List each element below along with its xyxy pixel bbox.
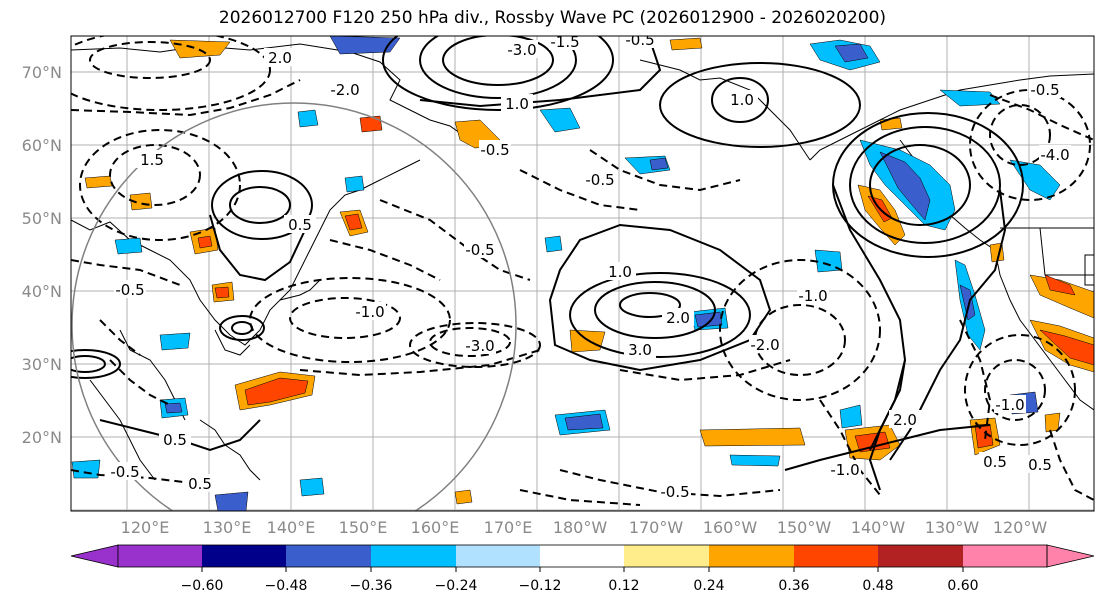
lon-label: 160°E [411,518,460,537]
contour-label: -2.0 [750,336,779,354]
lon-label: 170°W [629,518,684,537]
colorbar-tick-label: −0.24 [435,578,478,594]
contour-label: 2.0 [893,411,917,429]
lat-label: 70°N [22,63,62,82]
contour-label: -1.0 [995,396,1024,414]
colorbar-tick-label: −0.36 [350,578,393,594]
lon-label: 120°W [993,518,1048,537]
contour-label: 0.5 [983,453,1007,471]
contour-label: 0.5 [1028,456,1052,474]
lon-label: 180°W [553,518,608,537]
lon-label: 120°E [121,518,170,537]
map-area [71,36,1094,511]
contour-label: -0.5 [480,141,509,159]
contour-label: -0.5 [110,463,139,481]
lon-label: 130°W [925,518,980,537]
contour-label: 0.5 [163,431,187,449]
lon-label: 160°W [703,518,758,537]
contour-label: -0.5 [585,171,614,189]
colorbar-tick-label: −0.48 [265,578,308,594]
lon-label: 130°E [203,518,252,537]
colorbar-swatch [878,545,963,567]
contour-label: 2.0 [268,49,292,67]
colorbar-swatch [709,545,794,567]
contour-label: 3.0 [628,341,652,359]
contour-label: 0.5 [188,475,212,493]
contour-label: -4.0 [1040,146,1069,164]
lon-label: 150°W [777,518,832,537]
colorbar-swatch [624,545,709,567]
lat-label: 50°N [22,209,62,228]
contour-label: 0.5 [288,216,312,234]
contour-label: -0.5 [1030,81,1059,99]
lat-label: 20°N [22,428,62,447]
contour-label: -0.5 [465,241,494,259]
lat-label: 60°N [22,136,62,155]
colorbar-swatch [456,545,540,567]
map-border [70,35,1095,512]
colorbar-swatch [286,545,371,567]
coastlines [71,43,1094,481]
lat-label: 30°N [22,355,62,374]
colorbar: −0.60 −0.48 −0.36 −0.24 −0.12 0.12 0.24 … [70,544,1095,594]
colorbar-swatch [1046,544,1095,568]
contour-label: -3.0 [507,41,536,59]
colorbar-tick-label: −0.60 [181,578,224,594]
contour-label: 2.0 [666,309,690,327]
colorbar-tick-label: 0.12 [608,578,639,594]
contour-label: 1.0 [608,263,632,281]
colorbar-tick-label: 0.24 [693,578,724,594]
colorbar-tick-label: 0.36 [778,578,809,594]
colorbar-swatch [963,545,1047,567]
contour-label: 1.0 [730,91,754,109]
contour-label: 1.0 [505,95,529,113]
contour-label-group: -3.0 -1.5 -0.5 1.0 2.0 -2.0 1.5 -0.5 0.5… [109,31,1071,501]
region-circle [71,102,517,511]
negative-contours [71,36,1094,506]
lat-label: 40°N [22,282,62,301]
colorbar-tick-label: −0.12 [519,578,562,594]
colorbar-swatch [371,545,456,567]
contour-label: 1.5 [140,151,164,169]
contour-label: -1.0 [830,461,859,479]
contour-label: -2.0 [330,81,359,99]
colorbar-swatch [70,544,119,568]
contour-label: -1.0 [355,303,384,321]
map-title: 2026012700 F120 250 hPa div., Rossby Wav… [218,8,887,28]
latitude-labels: 70°N 60°N 50°N 40°N 30°N 20°N [22,63,62,447]
colorbar-tick-label: 0.60 [947,578,978,594]
colorbar-swatch [118,545,202,567]
positive-contours [71,36,1024,491]
contour-label: -3.0 [465,337,494,355]
colorbar-swatch [794,545,878,567]
colorbar-swatch [540,545,624,567]
contour-label: -1.5 [550,33,579,51]
contour-label: -0.5 [625,31,654,49]
contour-label: -0.5 [115,281,144,299]
colorbar-swatch [202,545,286,567]
lon-label: 140°W [851,518,906,537]
colorbar-tick-label: 0.48 [862,578,893,594]
longitude-labels: 120°E 130°E 140°E 150°E 160°E 170°E 180°… [121,518,1048,537]
contour-label: -1.0 [798,287,827,305]
lon-label: 170°E [484,518,533,537]
contour-label: -0.5 [660,483,689,501]
lon-label: 150°E [339,518,388,537]
lon-label: 140°E [267,518,316,537]
